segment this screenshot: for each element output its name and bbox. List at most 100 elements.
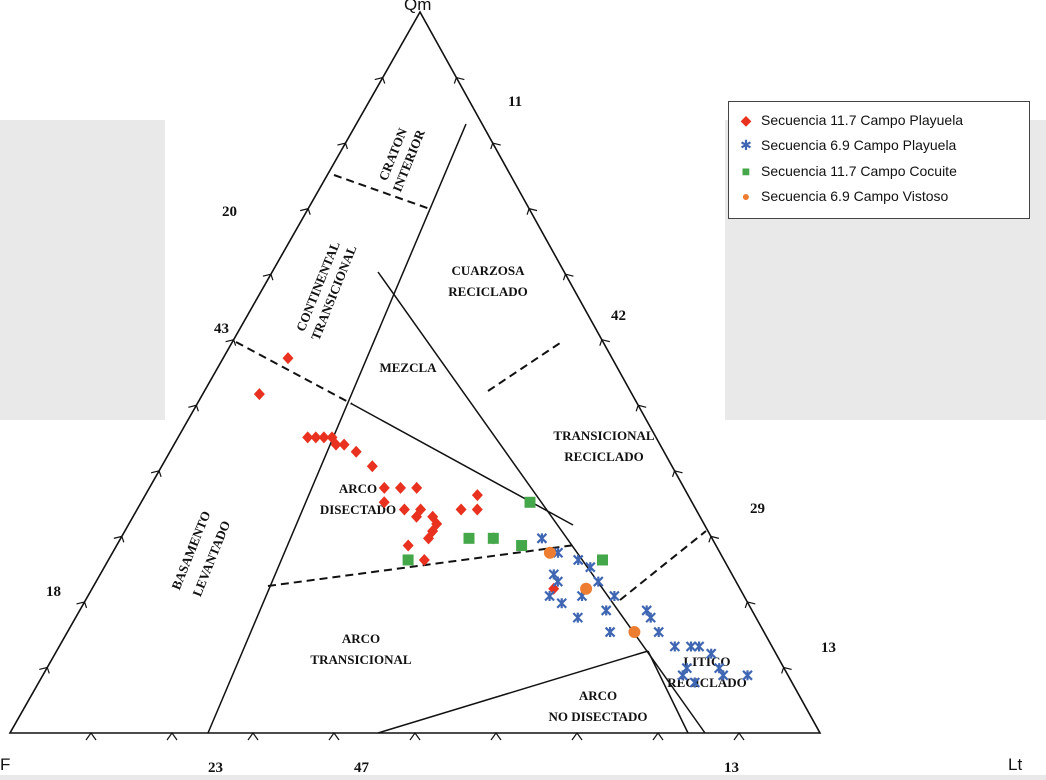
green-square-icon: ■ xyxy=(741,162,751,179)
data-point xyxy=(544,590,555,602)
data-point xyxy=(398,503,410,516)
data-point xyxy=(318,431,330,444)
data-point xyxy=(536,533,548,544)
data-point xyxy=(552,576,564,587)
data-point xyxy=(556,597,567,609)
series-1 xyxy=(536,533,753,688)
data-point xyxy=(677,670,688,681)
data-point xyxy=(378,496,390,509)
data-point xyxy=(302,431,314,444)
data-point xyxy=(463,532,475,544)
apex-label-lt: Lt xyxy=(1008,755,1022,774)
field-boundary-line xyxy=(647,650,689,734)
data-point xyxy=(524,496,536,508)
field-label-cuarzosa-reciclado-line: RECICLADO xyxy=(448,284,527,299)
side-number-label: 42 xyxy=(611,308,626,324)
field-label-arco-disectado-line: DISECTADO xyxy=(320,502,396,517)
orange-circle-icon: ● xyxy=(741,188,751,205)
field-label-transicional-reciclado-line: TRANSICIONAL xyxy=(553,428,654,443)
data-point xyxy=(717,670,729,681)
data-point xyxy=(350,445,362,458)
dashed-boundary-line xyxy=(333,174,431,210)
data-point xyxy=(411,481,423,494)
field-label-cuarzosa-reciclado: CUARZOSA RECICLADO xyxy=(448,263,527,299)
field-label-arco-no-disectado-line: ARCO xyxy=(579,688,617,703)
field-label-arco-disectado-line: ARCO xyxy=(339,481,377,496)
data-point xyxy=(628,626,641,639)
side-number-label: 11 xyxy=(508,94,522,110)
dashed-boundary-line xyxy=(487,340,564,392)
data-point xyxy=(471,489,483,502)
legend-label: Secuencia 6.9 Campo Vistoso xyxy=(761,188,949,205)
blue-star-icon: ✱ xyxy=(740,137,752,154)
field-label-mezcla-line: MEZCLA xyxy=(379,360,437,375)
data-point xyxy=(310,431,322,444)
series-0 xyxy=(253,352,560,595)
red-diamond-icon: ◆ xyxy=(740,111,752,128)
field-label-transicional-reciclado-line: RECICLADO xyxy=(564,449,643,464)
field-label-arco-transicional-line: ARCO xyxy=(342,631,380,646)
field-label-arco-transicional: ARCO TRANSICIONAL xyxy=(310,631,411,667)
side-number-label: 20 xyxy=(222,204,237,220)
data-point xyxy=(411,510,422,523)
legend-label: Secuencia 11.7 Campo Cocuite xyxy=(761,162,957,179)
data-point xyxy=(593,576,604,587)
data-point xyxy=(402,539,414,552)
field-boundary-line xyxy=(207,123,467,734)
ternary-frame xyxy=(8,10,822,734)
series-2 xyxy=(402,496,608,566)
field-label-arco-no-disectado-line: NO DISECTADO xyxy=(548,709,647,724)
side-number-label: 23 xyxy=(208,760,223,775)
data-point xyxy=(516,540,528,552)
series-3 xyxy=(543,546,641,639)
side-number-label: 47 xyxy=(354,760,370,775)
field-label-transicional-reciclado: TRANSICIONAL RECICLADO xyxy=(553,428,654,464)
data-point xyxy=(572,612,584,623)
legend-item-cocuite-11-7: ■ Secuencia 11.7 Campo Cocuite xyxy=(737,158,1021,184)
data-point xyxy=(330,438,342,451)
side-number-label: 43 xyxy=(214,321,229,337)
field-label-cuarzosa-reciclado-line: CUARZOSA xyxy=(452,263,526,278)
data-point xyxy=(604,626,616,638)
data-point xyxy=(543,546,556,559)
legend-item-vistoso-6-9: ● Secuencia 6.9 Campo Vistoso xyxy=(737,184,1021,210)
side-number-label: 13 xyxy=(724,760,739,775)
data-point xyxy=(685,641,697,652)
field-label-mezcla: MEZCLA xyxy=(379,360,437,375)
data-point xyxy=(548,582,560,595)
dashed-boundary-line xyxy=(619,530,707,601)
data-point xyxy=(705,648,717,659)
field-label-litico-reciclado-line: RECICLADO xyxy=(667,675,746,690)
data-point xyxy=(653,626,664,638)
side-number-label: 13 xyxy=(821,640,836,656)
data-point xyxy=(669,641,681,652)
data-point xyxy=(338,438,350,451)
side-number-label: 18 xyxy=(46,584,61,600)
field-label-arco-transicional-line: TRANSICIONAL xyxy=(310,652,411,667)
apex-label-qm: Qm xyxy=(404,0,431,14)
field-boundary-line xyxy=(351,403,574,526)
data-point xyxy=(597,554,608,566)
legend: ◆ Secuencia 11.7 Campo Playuela ✱ Secuen… xyxy=(728,101,1030,219)
data-point xyxy=(487,532,499,544)
data-point xyxy=(395,481,406,494)
data-point xyxy=(742,670,753,681)
data-point xyxy=(645,612,656,623)
data-point xyxy=(418,553,430,566)
field-label-litico-reciclado-line: LITICO xyxy=(684,654,731,669)
data-point xyxy=(366,460,378,473)
data-point xyxy=(455,503,467,516)
legend-item-playuela-11-7: ◆ Secuencia 11.7 Campo Playuela xyxy=(737,107,1021,133)
data-point xyxy=(609,590,620,602)
data-point xyxy=(600,605,612,616)
side-number-label: 29 xyxy=(750,501,765,517)
data-point xyxy=(585,561,596,573)
field-label-arco-no-disectado: ARCO NO DISECTADO xyxy=(548,688,647,724)
dashed-boundary-line xyxy=(235,341,353,405)
data-point xyxy=(402,554,414,566)
apex-label-f: F xyxy=(0,755,10,774)
legend-label: Secuencia 6.9 Campo Playuela xyxy=(761,137,957,154)
field-boundary-line xyxy=(377,650,649,734)
